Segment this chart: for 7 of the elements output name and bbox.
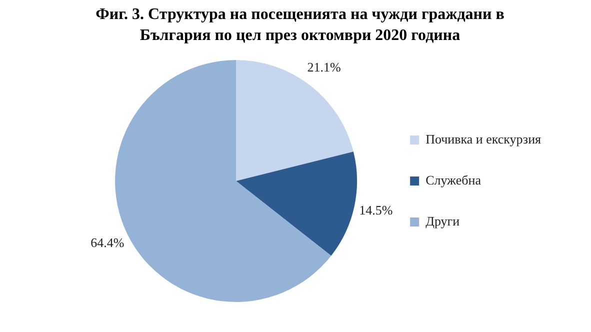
legend-label: Служебна [426,172,482,188]
chart-title: Фиг. 3. Структура на посещенията на чужди граждани в България по цел през октомври 2020 година [94,5,506,46]
legend-label: Почивка и екскурзия [426,131,542,146]
data-label: 14.5% [359,202,393,218]
data-label: 21.1% [307,60,341,75]
legend-label: Други [426,213,460,228]
data-label: 64.4% [90,234,124,250]
